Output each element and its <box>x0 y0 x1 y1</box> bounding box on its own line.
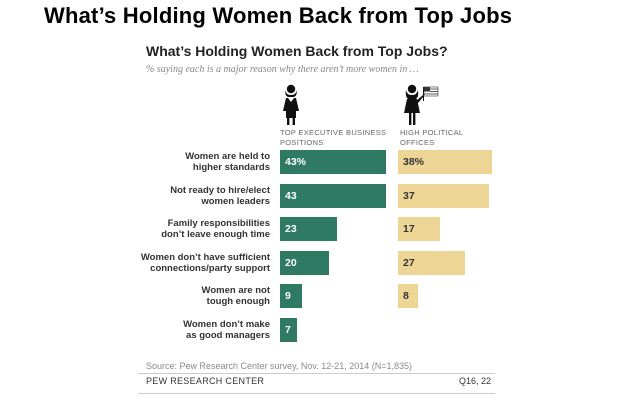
row-label-line: higher standards <box>192 162 270 173</box>
row-label-not-ready: Not ready to hire/elect women leaders <box>120 185 270 207</box>
business-value-family: 23 <box>285 223 297 235</box>
business-bar-connections <box>280 251 329 275</box>
footer-divider <box>138 373 495 374</box>
business-bar-family <box>280 217 337 241</box>
row-label-line: Women are not <box>201 285 270 296</box>
chart-title: What’s Holding Women Back from Top Jobs? <box>146 43 448 59</box>
business-value-not-ready: 43 <box>285 190 297 202</box>
row-label-line: Women are held to <box>185 151 270 162</box>
business-header-line-2: POSITIONS <box>280 138 324 147</box>
business-value-higher-standards: 43% <box>285 156 307 168</box>
source-note: Source: Pew Research Center survey, Nov.… <box>146 361 413 371</box>
row-label-higher-standards: Women are held to higher standards <box>120 151 270 173</box>
political-bar-not-ready <box>398 184 489 208</box>
row-label-line: as good managers <box>186 330 270 341</box>
bottom-divider <box>138 393 495 394</box>
row-label-line: Not ready to hire/elect <box>170 185 270 196</box>
row-label-family: Family responsibilities don’t leave enoug… <box>120 218 270 240</box>
row-label-line: Women don’t have sufficient <box>140 252 270 263</box>
political-value-tough: 8 <box>403 290 409 302</box>
business-value-managers: 7 <box>285 324 291 336</box>
political-bar-tough <box>398 284 418 308</box>
business-bar-managers <box>280 318 297 342</box>
business-value-connections: 20 <box>285 257 297 269</box>
business-bar-higher-standards <box>280 150 386 174</box>
business-bar-tough <box>280 284 302 308</box>
political-value-family: 17 <box>403 223 415 235</box>
business-bar-not-ready <box>280 184 386 208</box>
organization-name: PEW RESEARCH CENTER <box>146 376 265 386</box>
businesswoman-icon <box>283 84 299 125</box>
business-value-tough: 9 <box>285 290 291 302</box>
row-label-tough: Women are not tough enough <box>120 285 270 307</box>
political-header-line-2: OFFICES <box>400 138 435 147</box>
row-label-line: women leaders <box>201 196 270 207</box>
woman-with-flag-icon <box>404 84 439 125</box>
political-bar-family <box>398 217 440 241</box>
political-value-connections: 27 <box>403 257 415 269</box>
political-value-higher-standards: 38% <box>403 156 425 168</box>
row-label-line: tough enough <box>206 296 270 307</box>
row-label-line: connections/party support <box>150 263 270 274</box>
political-bar-connections <box>398 251 465 275</box>
row-label-managers: Women don’t make as good managers <box>120 319 270 341</box>
political-value-not-ready: 37 <box>403 190 415 202</box>
question-reference: Q16, 22 <box>459 376 492 386</box>
chart-subtitle: % saying each is a major reason why ther… <box>146 64 419 75</box>
row-label-line: Family responsibilities <box>167 218 270 229</box>
row-label-line: don’t leave enough time <box>161 229 270 240</box>
political-header-line-1: HIGH POLITICAL <box>400 128 464 137</box>
row-label-line: Women don’t make <box>183 319 270 330</box>
political-column-header: HIGH POLITICAL OFFICES <box>400 128 463 148</box>
political-bar-higher-standards <box>398 150 492 174</box>
business-column-header: TOP EXECUTIVE BUSINESS POSITIONS <box>280 128 386 148</box>
page-title: What’s Holding Women Back from Top Jobs <box>44 3 513 28</box>
business-header-line-1: TOP EXECUTIVE BUSINESS <box>280 128 387 137</box>
row-label-connections: Women don’t have sufficient connections/p… <box>120 252 270 274</box>
